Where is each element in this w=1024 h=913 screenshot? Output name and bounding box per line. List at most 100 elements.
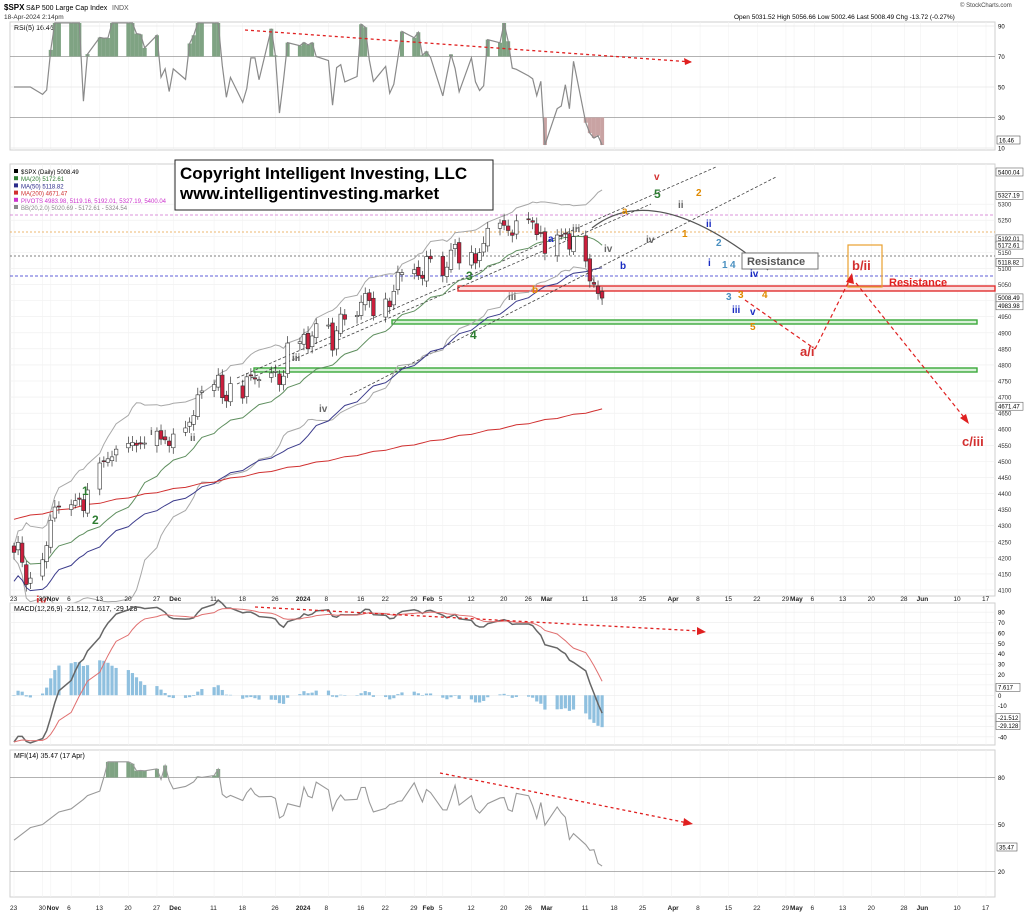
x-tick-label: Jun — [917, 905, 929, 912]
price-badge-text: 5327.19 — [998, 194, 1020, 200]
x-tick-label: Nov — [47, 596, 60, 603]
price-badge-text: 5008.49 — [998, 296, 1020, 302]
rsi-tick-label: 50 — [998, 86, 1005, 92]
macd-tick-label: 80 — [998, 611, 1005, 617]
x-tick-label: 30 — [39, 596, 47, 603]
x-tick-label: 22 — [382, 905, 390, 912]
macd-histogram-bar — [40, 693, 45, 696]
price-candle — [97, 462, 102, 490]
price-candle — [126, 443, 131, 449]
macd-histogram-bar — [326, 690, 331, 696]
price-tick-label: 4400 — [998, 492, 1012, 498]
macd-histogram-bar — [477, 695, 482, 703]
x-tick-label: 23 — [10, 596, 18, 603]
forecast-arrowhead-down — [960, 414, 969, 424]
macd-histogram-bar — [171, 695, 175, 699]
macd-histogram-bar — [277, 695, 282, 704]
macd-histogram-bar — [85, 665, 90, 696]
price-candle — [15, 542, 21, 551]
price-candle — [330, 322, 335, 351]
x-tick-label: 13 — [96, 596, 104, 603]
macd-arrowhead — [697, 627, 706, 635]
x-tick-label: 8 — [696, 596, 700, 603]
price-candle — [224, 394, 229, 402]
legend-entry: MA(20) 5172.61 — [21, 177, 65, 183]
price-candle — [105, 458, 111, 463]
macd-tick-label: 20 — [998, 673, 1005, 679]
wave-label: 3 — [738, 290, 744, 301]
price-tick-label: 4300 — [998, 524, 1012, 530]
x-tick-label: 18 — [610, 905, 618, 912]
x-tick-label: 20 — [500, 905, 508, 912]
macd-histogram-bar — [343, 695, 347, 696]
price-badge-text: 4983.98 — [998, 304, 1020, 310]
copyright-line-2: www.intelligentinvesting.market — [179, 184, 439, 203]
price-tick-label: 5100 — [998, 267, 1012, 273]
wave-label: ii — [678, 200, 684, 211]
wave-label: iii — [732, 305, 741, 316]
mfi-arrowhead — [683, 818, 693, 826]
macd-tick-label: -40 — [998, 735, 1007, 741]
x-tick-label: 27 — [153, 905, 161, 912]
price-candle — [77, 497, 82, 500]
x-tick-label: 11 — [582, 905, 589, 912]
macd-histogram-bar — [555, 695, 559, 710]
macd-histogram-bar — [396, 694, 400, 696]
price-candle — [559, 235, 564, 237]
macd-histogram-bar — [57, 665, 61, 696]
macd-histogram-bar — [20, 691, 24, 696]
macd-histogram-bar — [188, 695, 192, 698]
target-zone-box — [847, 244, 883, 288]
mfi-tick-label: 20 — [998, 870, 1005, 876]
macd-histogram-bar — [335, 695, 339, 698]
macd-tick-label: 70 — [998, 621, 1005, 627]
wave-label: 1 — [722, 260, 728, 271]
symbol-label: $SPX — [4, 3, 25, 12]
x-tick-label: 16 — [357, 596, 365, 603]
x-tick-label: 10 — [953, 596, 961, 603]
macd-histogram-bar — [355, 695, 359, 696]
wave-label: 2 — [716, 238, 722, 249]
price-candle — [506, 225, 511, 231]
macd-tick-label: 50 — [998, 642, 1005, 648]
macd-histogram-bar — [502, 693, 506, 696]
wave-label: b — [620, 261, 626, 272]
macd-tick-label: 30 — [998, 663, 1005, 669]
macd-histogram-bar — [330, 695, 335, 697]
x-tick-label: 25 — [639, 905, 647, 912]
price-candle — [428, 255, 433, 260]
macd-histogram-bar — [531, 695, 535, 698]
x-tick-label: 22 — [382, 596, 390, 603]
price-badge-text: 5172.61 — [998, 243, 1020, 249]
rsi-value-badge — [996, 135, 1021, 145]
x-tick-label: 17 — [982, 905, 990, 912]
resistance-box-label: Resistance — [747, 256, 805, 268]
x-tick-label: Feb — [422, 596, 434, 603]
macd-histogram-bar — [192, 695, 196, 696]
x-tick-label: 11 — [210, 596, 217, 603]
price-tick-label: 5150 — [998, 251, 1012, 257]
macd-histogram-bar — [559, 695, 563, 710]
price-candle — [220, 374, 225, 399]
price-tick-label: 5300 — [998, 203, 1012, 209]
x-tick-label: 26 — [525, 905, 533, 912]
macd-histogram-bar — [416, 693, 420, 696]
x-tick-label: 17 — [982, 596, 990, 603]
macd-histogram-bar — [506, 695, 510, 696]
wave-label: iii — [292, 353, 301, 364]
rsi-tick-label: 70 — [998, 55, 1005, 61]
support-zone-lower — [253, 367, 978, 373]
price-candle — [420, 274, 425, 279]
resistance-zone — [457, 285, 996, 292]
macd-histogram-bar — [535, 695, 539, 702]
price-candle — [281, 375, 286, 386]
price-candle — [69, 504, 74, 510]
price-candle — [424, 256, 429, 282]
price-tick-label: 4800 — [998, 363, 1012, 369]
macd-histogram-bar — [126, 670, 130, 696]
price-badge-text: 5400.04 — [998, 170, 1020, 176]
macd-divergence-arrow — [254, 606, 701, 632]
price-badge — [995, 191, 1024, 200]
macd-histogram-bar — [498, 694, 502, 696]
